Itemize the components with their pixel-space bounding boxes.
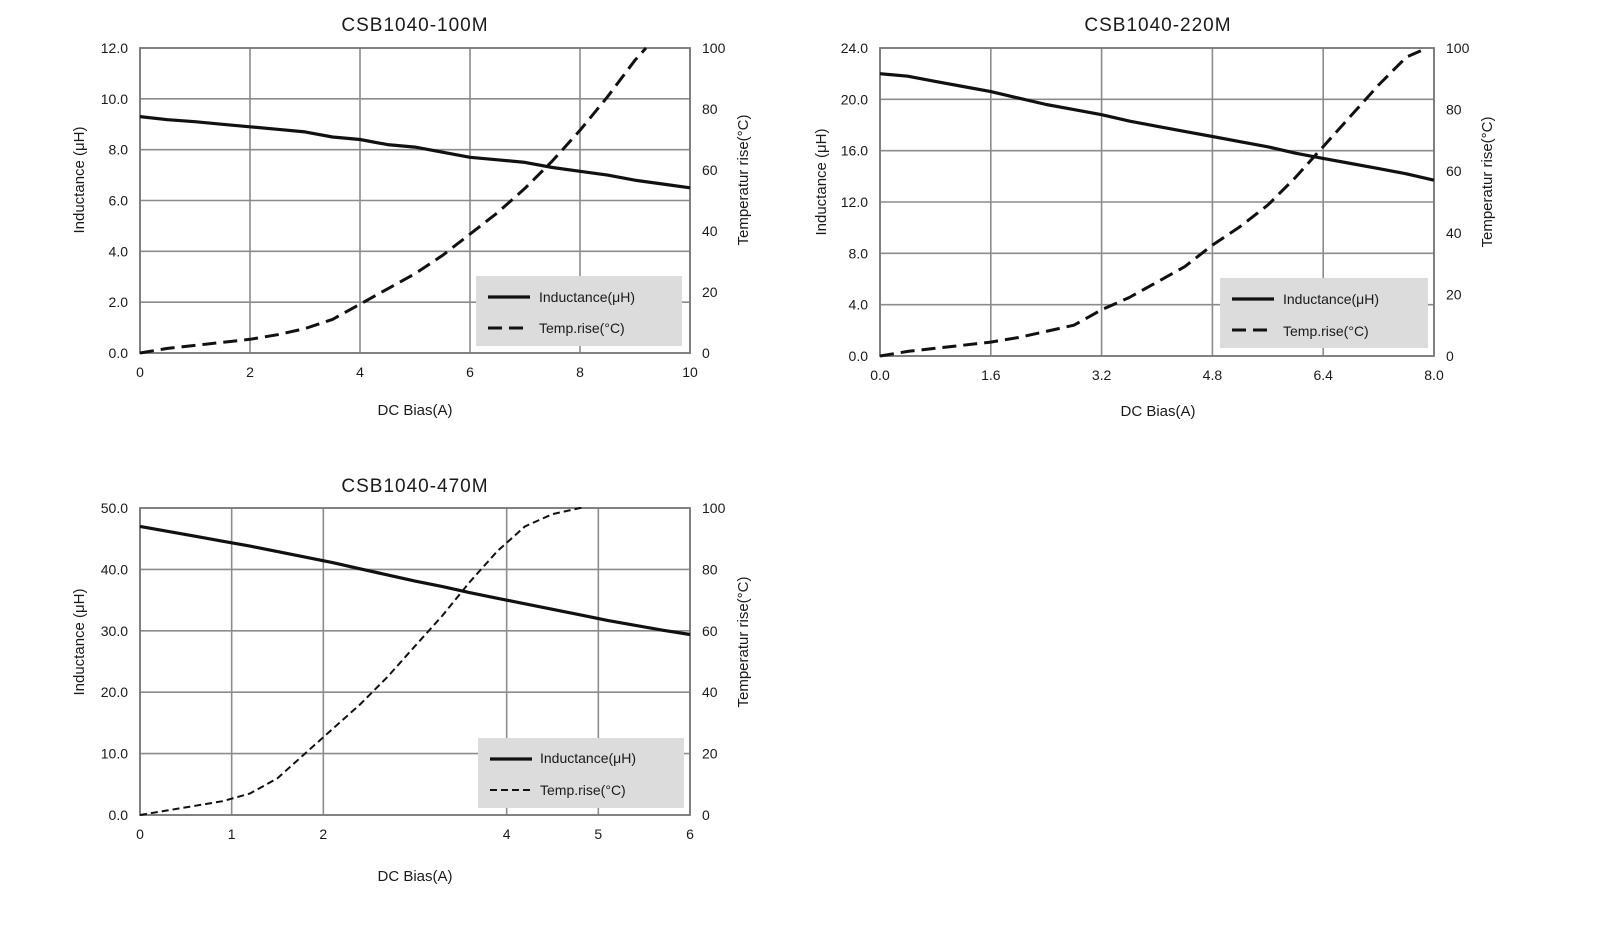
y2-tick-label: 20 <box>1446 286 1462 302</box>
y2-tick-label: 40 <box>702 684 718 700</box>
series-line-temp-rise <box>139 507 585 816</box>
chart-title: CSB1040-220M <box>1084 15 1231 36</box>
y2-tick-label: 80 <box>702 561 718 577</box>
plot-frame <box>139 507 691 816</box>
y-axis-label: Inductance (μH) <box>813 128 830 235</box>
y-tick-label: 16.0 <box>841 143 868 159</box>
x-tick-label: 2 <box>319 826 327 842</box>
chart-csb1040-100m: CSB1040-100M DC Bias(A) Inductance (μH) … <box>71 15 752 419</box>
x-tick-label: 0 <box>136 826 144 842</box>
legend-label-temp-rise: Temp.rise(°C) <box>539 320 625 336</box>
x-tick-label: 0.0 <box>870 367 890 383</box>
series-line-inductance <box>139 115 691 190</box>
x-tick-label: 8 <box>576 364 584 380</box>
y-tick-label: 6.0 <box>109 193 129 209</box>
x-axis-label: DC Bias(A) <box>1120 403 1195 420</box>
y-axis-label: Inductance (μH) <box>71 126 88 233</box>
x-tick-label: 2 <box>246 364 254 380</box>
y-tick-label: 2.0 <box>109 294 129 310</box>
legend-box <box>478 738 684 808</box>
chart-csb1040-220m: CSB1040-220M DC Bias(A) Inductance (μH) … <box>813 15 1496 420</box>
y-tick-label: 4.0 <box>109 243 129 259</box>
x-axis-label: DC Bias(A) <box>377 402 452 419</box>
y2-tick-label: 100 <box>1446 40 1470 56</box>
x-tick-label: 1 <box>228 826 236 842</box>
y2-tick-label: 100 <box>702 500 726 516</box>
y-tick-label: 10.0 <box>101 91 128 107</box>
y2-tick-label: 0 <box>1446 348 1454 364</box>
y2-tick-label: 60 <box>1446 163 1462 179</box>
x-tick-label: 0 <box>136 364 144 380</box>
series-line-inductance <box>879 72 1435 182</box>
legend-label-inductance: Inductance(μH) <box>1283 291 1379 307</box>
legend: Inductance(μH) Temp.rise(°C) <box>476 276 682 346</box>
y-tick-label: 0.0 <box>109 807 129 823</box>
x-tick-label: 4 <box>503 826 511 842</box>
y-axis-label: Inductance (μH) <box>71 588 88 695</box>
y-tick-label: 20.0 <box>101 684 128 700</box>
plot-frame <box>879 47 1435 357</box>
series-line-temp-rise <box>139 46 648 355</box>
x-tick-label: 8.0 <box>1424 367 1444 383</box>
x-axis-label: DC Bias(A) <box>377 868 452 885</box>
y2-tick-label: 0 <box>702 807 710 823</box>
y2-tick-label: 60 <box>702 623 718 639</box>
x-tick-label: 3.2 <box>1092 367 1112 383</box>
series-line-temp-rise <box>879 46 1428 358</box>
y-tick-label: 30.0 <box>101 623 128 639</box>
y-tick-label: 8.0 <box>109 142 129 158</box>
plot-grid <box>139 47 691 354</box>
y-tick-label: 40.0 <box>101 561 128 577</box>
y2-tick-label: 40 <box>702 223 718 239</box>
x-tick-label: 10 <box>682 364 698 380</box>
y-tick-label: 50.0 <box>101 500 128 516</box>
y-tick-label: 8.0 <box>849 245 869 261</box>
y2-tick-label: 80 <box>1446 102 1462 118</box>
x-tick-label: 5 <box>594 826 602 842</box>
x-tick-label: 6.4 <box>1313 367 1333 383</box>
y2-tick-label: 20 <box>702 746 718 762</box>
y-tick-label: 12.0 <box>101 40 128 56</box>
chart-csb1040-470m: CSB1040-470M DC Bias(A) Inductance (μH) … <box>71 476 752 885</box>
legend: Inductance(μH) Temp.rise(°C) <box>478 738 684 808</box>
y2-tick-label: 80 <box>702 101 718 117</box>
y2-axis-label: Temperatur rise(°C) <box>735 576 752 707</box>
legend-label-temp-rise: Temp.rise(°C) <box>540 782 626 798</box>
x-tick-label: 6 <box>686 826 694 842</box>
x-tick-label: 4.8 <box>1203 367 1223 383</box>
y2-tick-label: 100 <box>702 40 726 56</box>
legend-label-inductance: Inductance(μH) <box>539 289 635 305</box>
chart-title: CSB1040-100M <box>341 15 488 36</box>
y2-axis-label: Temperatur rise(°C) <box>1479 116 1496 247</box>
y-tick-label: 0.0 <box>109 345 129 361</box>
y-tick-label: 4.0 <box>849 297 869 313</box>
plot-frame <box>139 47 691 354</box>
legend: Inductance(μH) Temp.rise(°C) <box>1220 278 1428 348</box>
series-line-inductance <box>139 524 691 637</box>
legend-label-temp-rise: Temp.rise(°C) <box>1283 323 1369 339</box>
legend-box <box>476 276 682 346</box>
y2-tick-label: 40 <box>1446 225 1462 241</box>
y-tick-label: 12.0 <box>841 194 868 210</box>
y-tick-label: 24.0 <box>841 40 868 56</box>
y2-axis-label: Temperatur rise(°C) <box>735 114 752 245</box>
x-tick-label: 1.6 <box>981 367 1001 383</box>
y-tick-label: 20.0 <box>841 91 868 107</box>
legend-label-inductance: Inductance(μH) <box>540 750 636 766</box>
y2-tick-label: 0 <box>702 345 710 361</box>
y2-tick-label: 20 <box>702 284 718 300</box>
legend-box <box>1220 278 1428 348</box>
x-tick-label: 4 <box>356 364 364 380</box>
y-tick-label: 10.0 <box>101 746 128 762</box>
chart-title: CSB1040-470M <box>341 476 488 497</box>
y2-tick-label: 60 <box>702 162 718 178</box>
x-tick-label: 6 <box>466 364 474 380</box>
y-tick-label: 0.0 <box>849 348 869 364</box>
